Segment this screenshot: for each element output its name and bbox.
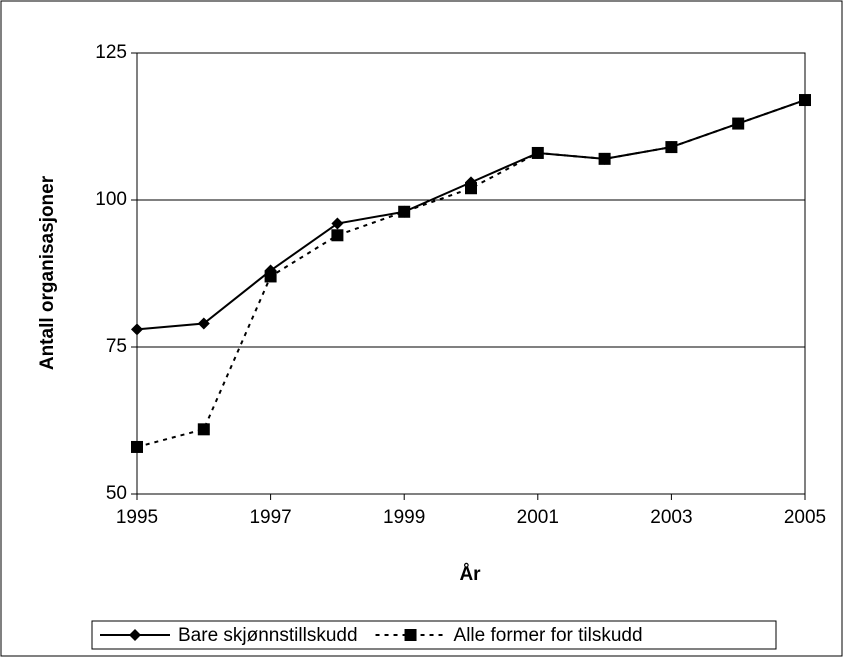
data-point <box>665 141 678 154</box>
data-point <box>598 152 611 165</box>
legend-marker <box>129 629 141 641</box>
x-tick-label: 2001 <box>517 507 559 528</box>
x-tick-label: 1995 <box>116 507 158 528</box>
data-point <box>197 423 210 436</box>
plot-area <box>136 52 806 495</box>
data-point <box>799 94 811 107</box>
data-point <box>465 182 477 195</box>
data-point <box>331 217 344 230</box>
y-tick-label: 75 <box>106 336 127 357</box>
y-axis-label: Antall organisasjoner <box>37 175 58 370</box>
data-point <box>398 205 411 218</box>
y-tick-label: 100 <box>95 189 127 210</box>
x-tick-label: 2003 <box>650 507 692 528</box>
legend-box <box>91 620 777 650</box>
legend-marker <box>404 629 417 641</box>
data-point <box>732 117 745 130</box>
y-tick-label: 125 <box>95 42 127 63</box>
legend-label: Alle former for tilskudd <box>454 625 643 646</box>
x-axis-label: År <box>459 564 481 585</box>
x-tick-label: 2005 <box>784 507 826 528</box>
series-line <box>136 99 806 448</box>
x-tick-label: 1997 <box>249 507 291 528</box>
data-point <box>197 317 210 330</box>
data-point <box>264 270 277 283</box>
data-point <box>131 440 143 453</box>
data-point <box>531 146 544 159</box>
y-tick-label: 50 <box>106 483 127 504</box>
legend-label: Bare skjønnstillskudd <box>178 625 358 646</box>
data-point <box>331 229 344 242</box>
data-point <box>131 323 143 336</box>
x-tick-label: 1999 <box>383 507 425 528</box>
